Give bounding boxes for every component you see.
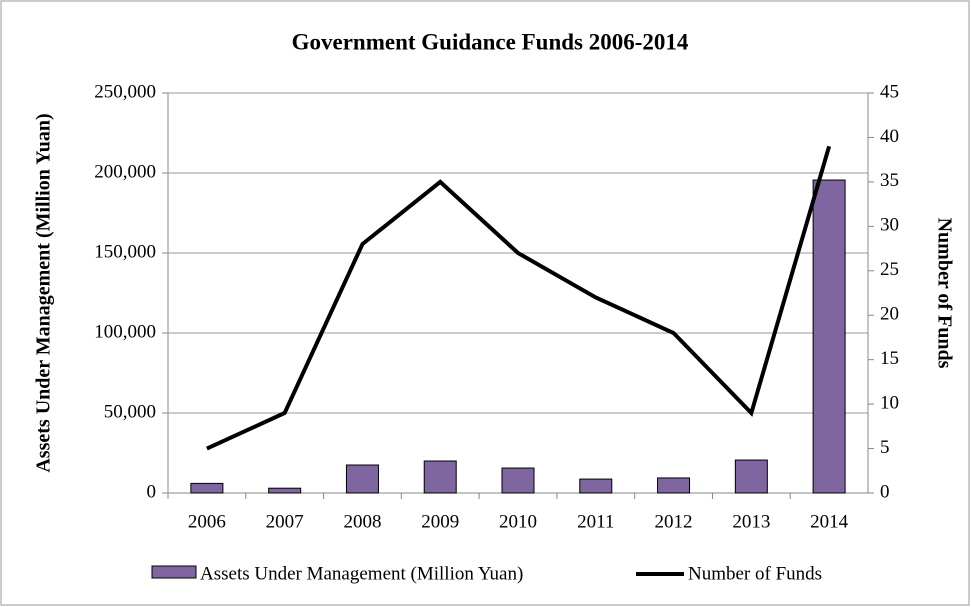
y-axis-title: Assets Under Management (Million Yuan) (33, 113, 55, 472)
x-tick-label: 2009 (421, 511, 459, 532)
x-tick-label: 2012 (655, 511, 693, 532)
bar (657, 477, 691, 494)
y-tick-label: 50,000 (104, 401, 156, 422)
y-tick-label: 250,000 (94, 81, 156, 102)
y2-tick-label: 15 (880, 348, 899, 369)
x-tick-label: 2008 (343, 511, 381, 532)
x-tick-label: 2011 (577, 511, 614, 532)
bar (423, 460, 457, 494)
y2-tick-label: 35 (880, 170, 899, 191)
y2-tick-label: 5 (880, 437, 890, 458)
y2-axis-title: Number of Funds (933, 218, 955, 369)
bar (734, 459, 768, 494)
y-tick-label: 0 (147, 481, 157, 502)
x-tick-label: 2006 (188, 511, 226, 532)
chart-title: Government Guidance Funds 2006-2014 (292, 29, 689, 54)
y2-tick-label: 0 (880, 481, 890, 502)
y2-tick-label: 20 (880, 304, 899, 325)
y-tick-label: 200,000 (94, 161, 156, 182)
bar (501, 467, 535, 494)
y2-tick-label: 40 (880, 126, 899, 147)
y2-tick-label: 45 (880, 81, 899, 102)
bar (268, 487, 302, 494)
line (206, 145, 832, 451)
x-tick-label: 2014 (810, 511, 849, 532)
bar (812, 179, 846, 494)
y2-tick-label: 10 (880, 392, 899, 413)
y2-tick-label: 25 (880, 259, 899, 280)
bar (579, 478, 613, 494)
bar (345, 464, 379, 494)
y-tick-label: 100,000 (94, 321, 156, 342)
y2-tick-label: 30 (880, 215, 899, 236)
x-tick-label: 2013 (732, 511, 770, 532)
legend-label: Number of Funds (688, 563, 822, 584)
y-tick-label: 150,000 (94, 241, 156, 262)
x-tick-label: 2010 (499, 511, 537, 532)
bar (190, 482, 224, 494)
x-tick-label: 2007 (266, 511, 304, 532)
legend-label: Assets Under Management (Million Yuan) (200, 563, 523, 584)
legend-swatch (151, 565, 197, 579)
